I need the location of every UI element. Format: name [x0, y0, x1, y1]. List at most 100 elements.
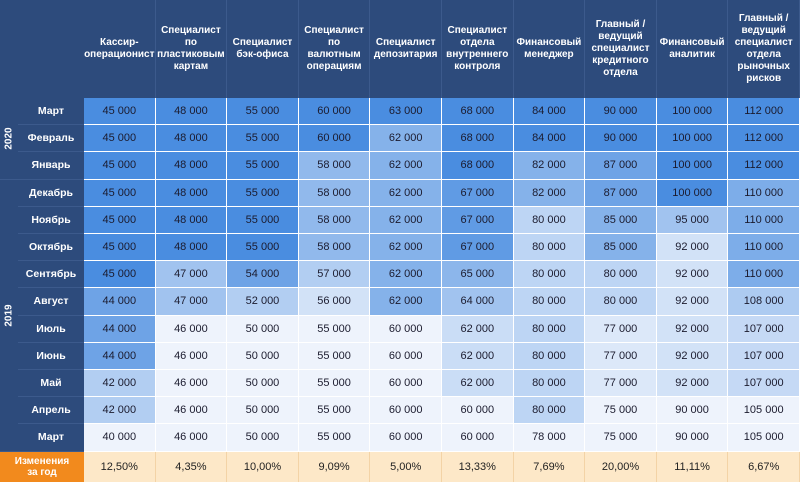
heatmap-cell: 80 000	[513, 288, 586, 316]
heatmap-cell: 108 000	[728, 288, 800, 316]
heatmap-cell: 62 000	[370, 152, 442, 180]
heatmap-cell: 100 000	[656, 179, 729, 207]
heatmap-cell: 55 000	[298, 315, 371, 343]
column-header: Главный / ведущий специалист отдела рыночных…	[728, 0, 800, 98]
heatmap-cell: 45 000	[84, 98, 156, 126]
heatmap-cell: 42 000	[84, 370, 156, 398]
heatmap-cell: 82 000	[513, 179, 586, 207]
heatmap-cell: 46 000	[155, 370, 228, 398]
heatmap-cell: 90 000	[585, 125, 657, 153]
heatmap-cell: 55 000	[227, 234, 299, 262]
heatmap-cell: 80 000	[513, 342, 586, 370]
heatmap-cell: 67 000	[442, 206, 514, 234]
heatmap-cell: 47 000	[155, 261, 228, 289]
heatmap-cell: 44 000	[84, 288, 156, 316]
heatmap-cell: 55 000	[298, 424, 371, 452]
heatmap-cell: 60 000	[298, 125, 371, 153]
heatmap-cell: 92 000	[656, 288, 729, 316]
heatmap-cell: 58 000	[298, 234, 371, 262]
month-label: Июль	[18, 315, 84, 343]
heatmap-cell: 44 000	[84, 342, 156, 370]
heatmap-cell: 50 000	[227, 424, 299, 452]
heatmap-cell: 50 000	[227, 342, 299, 370]
heatmap-cell: 60 000	[442, 424, 514, 452]
column-header: Специалист отдела внутреннего контроля	[442, 0, 514, 98]
heatmap-cell: 107 000	[728, 315, 800, 343]
heatmap-cell: 40 000	[84, 424, 156, 452]
heatmap-cell: 90 000	[585, 98, 657, 126]
heatmap-cell: 112 000	[728, 125, 800, 153]
footer-value: 11,11%	[656, 451, 729, 482]
year-label-text: 2020	[3, 127, 15, 150]
heatmap-cell: 92 000	[656, 315, 729, 343]
heatmap-cell: 64 000	[442, 288, 514, 316]
month-label: Июнь	[18, 342, 84, 370]
heatmap-cell: 48 000	[155, 98, 228, 126]
heatmap-cell: 46 000	[155, 315, 228, 343]
heatmap-cell: 107 000	[728, 342, 800, 370]
heatmap-cell: 90 000	[656, 424, 729, 452]
footer-label: Изменения за год	[0, 451, 84, 482]
heatmap-cell: 55 000	[227, 152, 299, 180]
heatmap-cell: 46 000	[155, 424, 228, 452]
heatmap-cell: 100 000	[656, 98, 729, 126]
column-header: Кассир-операционист	[84, 0, 156, 98]
column-header: Специалист бэк-офиса	[227, 0, 299, 98]
heatmap-cell: 48 000	[155, 179, 228, 207]
heatmap-cell: 84 000	[513, 98, 586, 126]
footer-value: 4,35%	[155, 451, 228, 482]
month-label: Март	[18, 424, 84, 452]
heatmap-cell: 77 000	[585, 342, 657, 370]
heatmap-cell: 80 000	[513, 370, 586, 398]
column-header: Специалист по пластиковым картам	[155, 0, 228, 98]
footer-value: 6,67%	[728, 451, 800, 482]
month-label: Октябрь	[18, 234, 84, 262]
heatmap-cell: 50 000	[227, 370, 299, 398]
heatmap-cell: 46 000	[155, 397, 228, 425]
heatmap-cell: 105 000	[728, 397, 800, 425]
heatmap-cell: 65 000	[442, 261, 514, 289]
heatmap-cell: 67 000	[442, 179, 514, 207]
heatmap-cell: 55 000	[298, 342, 371, 370]
heatmap-cell: 95 000	[656, 206, 729, 234]
heatmap-cell: 110 000	[728, 261, 800, 289]
heatmap-cell: 82 000	[513, 152, 586, 180]
heatmap-cell: 58 000	[298, 152, 371, 180]
heatmap-cell: 80 000	[585, 288, 657, 316]
heatmap-cell: 62 000	[442, 370, 514, 398]
heatmap-cell: 75 000	[585, 397, 657, 425]
heatmap-cell: 62 000	[442, 342, 514, 370]
footer-value: 10,00%	[227, 451, 299, 482]
heatmap-cell: 55 000	[227, 179, 299, 207]
heatmap-cell: 75 000	[585, 424, 657, 452]
heatmap-cell: 100 000	[656, 152, 729, 180]
heatmap-cell: 52 000	[227, 288, 299, 316]
heatmap-cell: 68 000	[442, 125, 514, 153]
column-header: Специалист по валютным операциям	[298, 0, 371, 98]
heatmap-cell: 92 000	[656, 261, 729, 289]
heatmap-cell: 60 000	[298, 98, 371, 126]
heatmap-cell: 45 000	[84, 206, 156, 234]
heatmap-cell: 45 000	[84, 152, 156, 180]
month-label: Сентябрь	[18, 261, 84, 289]
month-label: Апрель	[18, 397, 84, 425]
heatmap-cell: 60 000	[370, 370, 442, 398]
heatmap-cell: 62 000	[370, 234, 442, 262]
heatmap-cell: 62 000	[370, 179, 442, 207]
heatmap-cell: 80 000	[513, 261, 586, 289]
heatmap-cell: 55 000	[227, 125, 299, 153]
column-header: Специалист депозитария	[370, 0, 442, 98]
heatmap-cell: 112 000	[728, 98, 800, 126]
footer-value: 12,50%	[84, 451, 156, 482]
column-header: Главный / ведущий специалист кредитного отде…	[585, 0, 657, 98]
footer-value: 13,33%	[442, 451, 514, 482]
heatmap-cell: 60 000	[370, 397, 442, 425]
heatmap-cell: 42 000	[84, 397, 156, 425]
year-label: 2020	[0, 98, 18, 180]
heatmap-cell: 78 000	[513, 424, 586, 452]
heatmap-cell: 62 000	[442, 315, 514, 343]
heatmap-cell: 50 000	[227, 397, 299, 425]
heatmap-cell: 48 000	[155, 206, 228, 234]
heatmap-cell: 80 000	[513, 234, 586, 262]
